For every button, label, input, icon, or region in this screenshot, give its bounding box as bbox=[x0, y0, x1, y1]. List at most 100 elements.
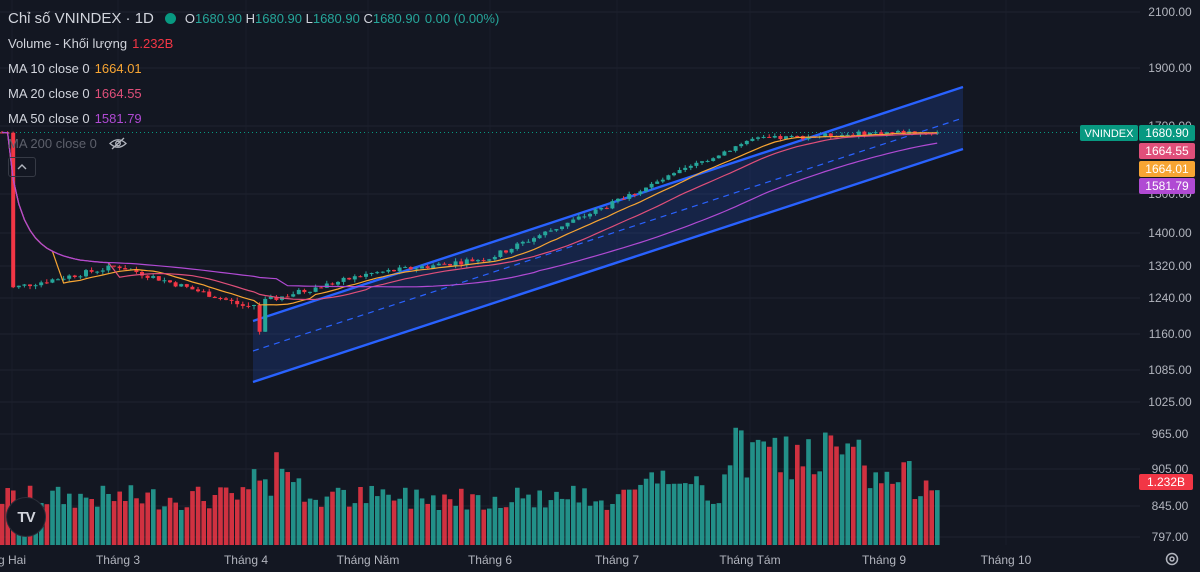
candle-body bbox=[425, 266, 430, 269]
candle-body bbox=[369, 273, 374, 275]
candle-body bbox=[134, 269, 139, 272]
volume-bar bbox=[912, 499, 918, 545]
price-tick-label: 1240.00 bbox=[1148, 291, 1192, 305]
volume-bar bbox=[380, 489, 386, 545]
collapse-legend-button[interactable] bbox=[8, 157, 36, 177]
candle-body bbox=[532, 238, 536, 242]
volume-bar bbox=[856, 439, 862, 545]
volume-bar bbox=[285, 472, 290, 545]
eye-hidden-icon[interactable] bbox=[108, 137, 128, 150]
candle-body bbox=[492, 256, 497, 260]
volume-bar bbox=[151, 489, 156, 545]
candle-body bbox=[408, 267, 413, 270]
volume-bar bbox=[705, 500, 710, 545]
volume-bar bbox=[604, 509, 610, 545]
candle-body bbox=[638, 191, 643, 195]
volume-bar bbox=[235, 499, 240, 545]
volume-bar bbox=[307, 498, 313, 545]
indicator-label: Volume - Khối lượng bbox=[8, 36, 128, 51]
volume-bar bbox=[123, 501, 128, 545]
candle-body bbox=[56, 279, 60, 281]
volume-bar bbox=[358, 486, 363, 545]
candle-body bbox=[884, 132, 889, 135]
candle-body bbox=[520, 241, 525, 244]
price-tick-label: 1025.00 bbox=[1148, 395, 1192, 409]
volume-bar bbox=[526, 494, 531, 545]
indicator-row[interactable]: MA 10 close 0 1664.01 bbox=[8, 56, 499, 81]
volume-bar bbox=[761, 441, 766, 545]
volume-bar bbox=[190, 491, 195, 545]
tradingview-logo[interactable]: TV bbox=[6, 497, 46, 537]
volume-bar bbox=[498, 507, 503, 545]
volume-bar bbox=[184, 507, 190, 545]
candle-body bbox=[705, 160, 710, 162]
candle-body bbox=[190, 286, 195, 290]
volume-bar bbox=[324, 496, 330, 545]
symbol-tag-label: VNINDEX bbox=[1085, 128, 1135, 140]
indicator-row[interactable]: MA 200 close 0 bbox=[8, 131, 499, 156]
candle-body bbox=[257, 305, 262, 332]
candle-body bbox=[207, 291, 212, 297]
candle-body bbox=[364, 273, 368, 277]
symbol-tag bbox=[1080, 125, 1138, 141]
candle-body bbox=[588, 213, 592, 217]
volume-bar bbox=[72, 507, 78, 545]
volume-bar bbox=[565, 499, 570, 545]
volume-bar bbox=[879, 483, 884, 545]
indicator-row[interactable]: MA 50 close 0 1581.79 bbox=[8, 106, 499, 131]
candle-body bbox=[739, 144, 744, 147]
candle-body bbox=[901, 130, 906, 135]
volume-bar bbox=[627, 489, 632, 545]
volume-bar bbox=[475, 495, 481, 545]
volume-bar bbox=[375, 496, 380, 545]
volume-bar bbox=[218, 487, 223, 545]
volume-bar bbox=[929, 490, 934, 545]
volume-bar bbox=[677, 483, 682, 545]
gear-icon[interactable] bbox=[1164, 551, 1180, 567]
candle-body bbox=[772, 136, 777, 138]
candle-body bbox=[274, 296, 279, 300]
indicator-row[interactable]: Volume - Khối lượng 1.232B bbox=[8, 31, 499, 56]
candle-body bbox=[380, 271, 385, 273]
time-tick-label: Tháng 4 bbox=[224, 553, 268, 567]
volume-bar bbox=[425, 503, 430, 545]
candle-body bbox=[117, 266, 122, 269]
volume-bar bbox=[828, 435, 834, 545]
candle-body bbox=[72, 275, 77, 278]
volume-bar bbox=[839, 454, 845, 545]
volume-bar bbox=[722, 474, 727, 545]
volume-bar bbox=[694, 476, 699, 545]
candle-body bbox=[33, 285, 38, 287]
volume-bar bbox=[935, 490, 940, 545]
candle-body bbox=[464, 259, 469, 265]
candle-body bbox=[330, 283, 335, 285]
candle-body bbox=[352, 276, 357, 280]
candle-body bbox=[851, 134, 856, 137]
volume-bar bbox=[397, 498, 402, 545]
volume-bar bbox=[470, 494, 475, 545]
candle-body bbox=[896, 130, 900, 133]
price-axis: 2100.001900.001700.001500.001400.001320.… bbox=[1148, 5, 1192, 544]
volume-bar bbox=[509, 502, 514, 545]
price-tag-value: 1680.90 bbox=[1145, 126, 1189, 140]
volume-bar bbox=[268, 495, 274, 545]
ohlc-key: L bbox=[305, 11, 313, 26]
volume-bar bbox=[610, 503, 615, 545]
volume-bar bbox=[464, 509, 470, 545]
candle-body bbox=[593, 209, 598, 214]
candle-body bbox=[526, 241, 531, 243]
volume-bar bbox=[419, 498, 425, 545]
candle-body bbox=[918, 132, 923, 135]
volume-bar bbox=[106, 493, 111, 545]
candle-body bbox=[218, 298, 223, 300]
candle-body bbox=[313, 287, 318, 292]
volume-bar bbox=[671, 483, 677, 545]
candle-body bbox=[123, 268, 128, 270]
volume-bar bbox=[0, 503, 5, 545]
ma10-line bbox=[1, 131, 938, 306]
candle-body bbox=[565, 222, 570, 227]
indicator-row[interactable]: MA 20 close 0 1664.55 bbox=[8, 81, 499, 106]
volume-bar bbox=[78, 493, 83, 545]
symbol-title[interactable]: Chỉ số VNINDEX · 1D bbox=[8, 10, 154, 27]
